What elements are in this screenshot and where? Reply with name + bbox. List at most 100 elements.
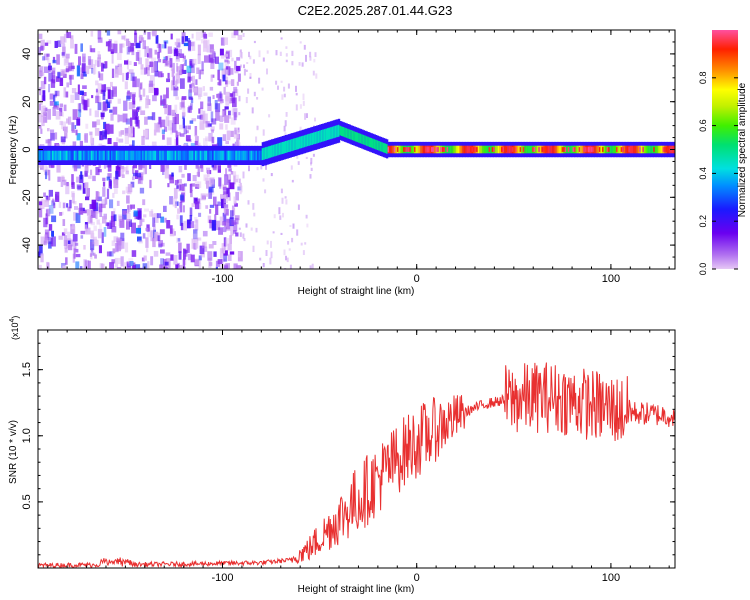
heatmap-band-cell bbox=[78, 150, 81, 161]
heatmap-noise-cell bbox=[106, 176, 111, 181]
heatmap-band-cell bbox=[633, 145, 636, 154]
heatmap-noise-cell bbox=[312, 153, 315, 157]
heatmap-noise-cell bbox=[197, 203, 202, 210]
heatmap-noise-cell bbox=[62, 202, 66, 209]
heatmap-noise-cell bbox=[132, 176, 135, 181]
heatmap-noise-cell bbox=[80, 235, 84, 239]
heatmap-noise-cell bbox=[94, 59, 97, 66]
heatmap-noise-cell bbox=[285, 199, 288, 205]
heatmap-noise-cell bbox=[135, 116, 139, 127]
y-tick-label: 20 bbox=[21, 96, 33, 108]
heatmap-band-cell bbox=[227, 150, 230, 161]
heatmap-noise-cell bbox=[195, 79, 198, 85]
heatmap-noise-cell bbox=[236, 139, 240, 150]
heatmap-noise-cell bbox=[179, 53, 185, 58]
heatmap-noise-cell bbox=[91, 210, 96, 218]
heatmap-noise-cell bbox=[75, 253, 81, 258]
heatmap-noise-cell bbox=[126, 165, 129, 173]
heatmap-noise-cell bbox=[283, 249, 286, 256]
heatmap-noise-cell bbox=[113, 187, 118, 194]
heatmap-band-cell bbox=[462, 145, 465, 154]
heatmap-noise-cell bbox=[221, 200, 224, 206]
heatmap-noise-cell bbox=[90, 239, 95, 250]
heatmap-noise-cell bbox=[284, 196, 287, 199]
heatmap-band-cell bbox=[129, 150, 132, 161]
heatmap-noise-cell bbox=[84, 133, 88, 143]
heatmap-band-cell bbox=[194, 150, 198, 161]
heatmap-band-cell bbox=[45, 150, 49, 161]
heatmap-noise-cell bbox=[132, 140, 135, 150]
heatmap-band-cell bbox=[92, 150, 95, 161]
heatmap-noise-cell bbox=[106, 86, 111, 91]
heatmap-noise-cell bbox=[169, 58, 173, 68]
heatmap-noise-cell bbox=[194, 140, 198, 146]
heatmap-noise-cell bbox=[208, 54, 213, 63]
heatmap-band-cell bbox=[238, 150, 241, 161]
heatmap-noise-cell bbox=[161, 119, 166, 127]
heatmap-noise-cell bbox=[64, 127, 68, 133]
heatmap-band-cell bbox=[52, 150, 55, 161]
heatmap-noise-cell bbox=[97, 37, 103, 43]
heatmap-noise-cell bbox=[132, 162, 137, 169]
heatmap-noise-cell bbox=[56, 54, 60, 65]
heatmap-band-cell bbox=[460, 145, 463, 154]
heatmap-noise-cell bbox=[223, 206, 228, 213]
heatmap-band-cell bbox=[280, 142, 283, 155]
heatmap-noise-cell bbox=[245, 97, 248, 104]
heatmap-noise-cell bbox=[126, 213, 131, 222]
heatmap-noise-cell bbox=[116, 164, 121, 170]
heatmap-noise-cell bbox=[314, 52, 317, 57]
snr-xlabel: Height of straight line (km) bbox=[298, 584, 415, 595]
heatmap-noise-cell bbox=[124, 133, 129, 144]
heatmap-band-cell bbox=[314, 131, 317, 144]
heatmap-band-cell bbox=[230, 150, 233, 161]
heatmap-noise-cell bbox=[63, 33, 67, 43]
heatmap-noise-cell bbox=[192, 175, 197, 182]
heatmap-noise-cell bbox=[59, 112, 64, 117]
heatmap-noise-cell bbox=[243, 64, 245, 69]
heatmap-noise-cell bbox=[143, 30, 147, 35]
heatmap-noise-cell bbox=[197, 115, 201, 119]
heatmap-noise-cell bbox=[136, 172, 141, 178]
heatmap-noise-cell bbox=[127, 263, 131, 267]
heatmap-band-cell bbox=[121, 150, 125, 161]
heatmap-noise-cell bbox=[89, 131, 93, 136]
heatmap-noise-cell bbox=[262, 263, 265, 268]
heatmap-noise-cell bbox=[63, 235, 68, 246]
heatmap-noise-cell bbox=[200, 193, 206, 201]
heatmap-noise-cell bbox=[73, 164, 78, 172]
heatmap-noise-cell bbox=[94, 239, 99, 247]
heatmap-noise-cell bbox=[46, 40, 52, 44]
heatmap-noise-cell bbox=[47, 209, 50, 216]
heatmap-noise-cell bbox=[131, 92, 136, 98]
heatmap-noise-cell bbox=[199, 245, 205, 255]
spectrogram-ylabel: Frequency (Hz) bbox=[8, 116, 19, 185]
heatmap-noise-cell bbox=[104, 61, 108, 69]
heatmap-noise-cell bbox=[45, 107, 48, 112]
heatmap-band-cell bbox=[516, 145, 519, 154]
heatmap-band-cell bbox=[384, 143, 387, 154]
heatmap-band-cell bbox=[249, 150, 252, 161]
heatmap-band-cell bbox=[549, 145, 552, 154]
heatmap-band-cell bbox=[241, 150, 244, 161]
heatmap-noise-cell bbox=[91, 202, 95, 207]
heatmap-noise-cell bbox=[118, 257, 122, 264]
heatmap-noise-cell bbox=[74, 92, 80, 100]
heatmap-noise-cell bbox=[228, 179, 231, 189]
heatmap-band-cell bbox=[154, 150, 157, 161]
heatmap-noise-cell bbox=[214, 56, 219, 64]
heatmap-band-cell bbox=[334, 125, 337, 138]
heatmap-noise-cell bbox=[39, 87, 42, 96]
heatmap-noise-cell bbox=[119, 43, 123, 54]
heatmap-band-cell bbox=[316, 131, 319, 144]
heatmap-noise-cell bbox=[210, 48, 215, 58]
heatmap-band-cell bbox=[348, 129, 351, 139]
heatmap-noise-cell bbox=[212, 162, 217, 169]
heatmap-noise-cell bbox=[106, 30, 111, 36]
heatmap-noise-cell bbox=[300, 242, 303, 246]
heatmap-noise-cell bbox=[44, 42, 49, 46]
heatmap-band-cell bbox=[283, 141, 286, 154]
heatmap-band-cell bbox=[75, 150, 78, 161]
heatmap-noise-cell bbox=[96, 219, 100, 225]
heatmap-band-cell bbox=[417, 145, 420, 154]
